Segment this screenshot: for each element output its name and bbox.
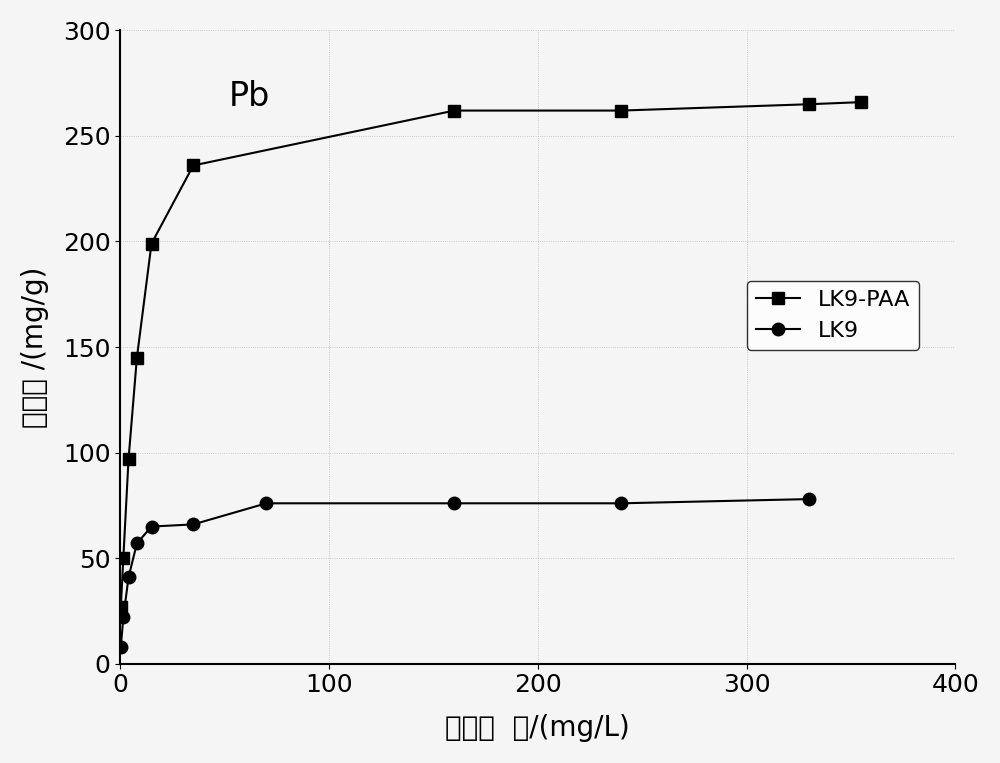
Legend: LK9-PAA, LK9: LK9-PAA, LK9 — [747, 281, 919, 349]
LK9-PAA — [117, 554, 129, 563]
LK9 — [123, 572, 135, 581]
LK9 — [131, 539, 143, 548]
LK9 — [615, 499, 627, 508]
Y-axis label: 吸附量 /(mg/g): 吸附量 /(mg/g) — [21, 266, 49, 428]
Line: LK9-PAA: LK9-PAA — [115, 97, 867, 613]
LK9-PAA — [146, 239, 158, 248]
LK9-PAA — [855, 98, 867, 107]
LK9-PAA — [115, 602, 127, 611]
LK9-PAA — [448, 106, 460, 115]
LK9 — [187, 520, 199, 529]
X-axis label: 平衡浓  度/(mg/L): 平衡浓 度/(mg/L) — [445, 714, 630, 742]
LK9 — [260, 499, 272, 508]
LK9-PAA — [615, 106, 627, 115]
LK9-PAA — [123, 455, 135, 464]
LK9 — [146, 522, 158, 531]
LK9-PAA — [803, 100, 815, 109]
LK9 — [117, 613, 129, 622]
LK9 — [803, 494, 815, 504]
LK9-PAA — [131, 353, 143, 362]
Text: Pb: Pb — [229, 80, 270, 114]
Line: LK9: LK9 — [115, 493, 815, 653]
LK9 — [448, 499, 460, 508]
LK9 — [115, 642, 127, 652]
LK9-PAA — [187, 161, 199, 170]
